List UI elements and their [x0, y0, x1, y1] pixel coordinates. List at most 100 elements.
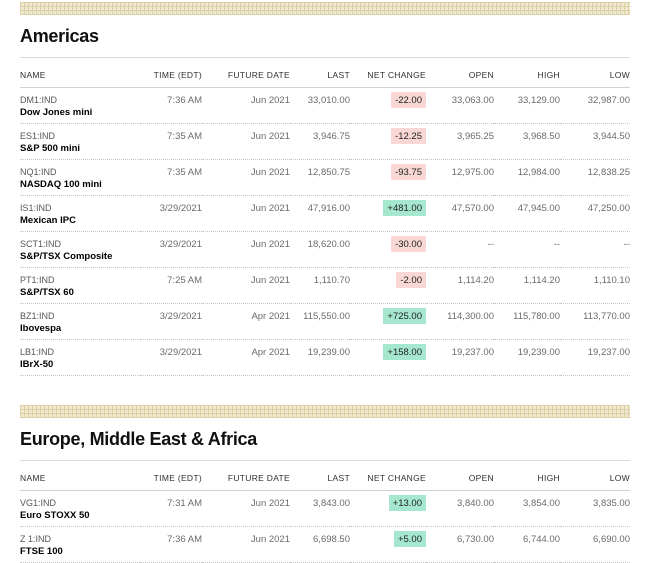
ticker-link[interactable]: SCT1:IND	[20, 239, 62, 249]
open-cell: --	[426, 231, 494, 268]
instrument-name-link[interactable]: Mexican IPC	[20, 215, 76, 226]
net-change-cell: +158.00	[350, 339, 426, 376]
low-cell: 3,835.00	[560, 490, 630, 527]
low-cell: 12,838.25	[560, 159, 630, 196]
future-date-cell: Jun 2021	[202, 267, 290, 304]
futures-row: SCT1:IND S&P/TSX Composite 3/29/2021 Jun…	[20, 231, 630, 268]
futures-row: DM1:IND Dow Jones mini 7:36 AM Jun 2021 …	[20, 87, 630, 124]
net-change-cell: -30.00	[350, 231, 426, 268]
instrument-name-link[interactable]: Euro STOXX 50	[20, 510, 90, 521]
futures-row: LB1:IND IBrX-50 3/29/2021 Apr 2021 19,23…	[20, 339, 630, 376]
future-date-cell: Apr 2021	[202, 303, 290, 340]
future-date-cell: Jun 2021	[202, 231, 290, 268]
net-change-cell: -12.25	[350, 123, 426, 160]
last-cell: 12,850.75	[290, 159, 350, 196]
col-header-net-change: NET CHANGE	[350, 58, 426, 88]
last-cell: 19,239.00	[290, 339, 350, 376]
name-cell: VG1:IND Euro STOXX 50	[20, 490, 140, 527]
net-change-badge: +158.00	[383, 344, 426, 360]
col-header-open: OPEN	[426, 58, 494, 88]
ad-placeholder-strip	[20, 2, 630, 15]
futures-row: IS1:IND Mexican IPC 3/29/2021 Jun 2021 4…	[20, 195, 630, 232]
last-cell: 3,843.00	[290, 490, 350, 527]
col-header-time: TIME (EDT)	[140, 461, 202, 491]
section-title-americas: Americas	[20, 26, 99, 46]
instrument-name-link[interactable]: Ibovespa	[20, 323, 62, 334]
time-cell: 3/29/2021	[140, 303, 202, 340]
title-divider	[20, 460, 630, 461]
open-cell: 1,114.20	[426, 267, 494, 304]
net-change-badge: -22.00	[391, 92, 426, 108]
net-change-badge: +725.00	[383, 308, 426, 324]
net-change-badge: -12.25	[391, 128, 426, 144]
last-cell: 33,010.00	[290, 87, 350, 124]
name-cell: SCT1:IND S&P/TSX Composite	[20, 231, 140, 268]
ticker-link[interactable]: BZ1:IND	[20, 311, 55, 321]
name-cell: DM1:IND Dow Jones mini	[20, 87, 140, 124]
future-date-cell: Jun 2021	[202, 123, 290, 160]
instrument-name-link[interactable]: NASDAQ 100 mini	[20, 179, 102, 190]
low-cell: 47,250.00	[560, 195, 630, 232]
ticker-link[interactable]: NQ1:IND	[20, 167, 57, 177]
futures-page: Americas NAME TIME (EDT) FUTURE DATE LAS…	[0, 2, 630, 563]
last-cell: 1,110.70	[290, 267, 350, 304]
col-header-time: TIME (EDT)	[140, 58, 202, 88]
col-header-high: HIGH	[494, 461, 560, 491]
open-cell: 3,840.00	[426, 490, 494, 527]
last-cell: 18,620.00	[290, 231, 350, 268]
open-cell: 19,237.00	[426, 339, 494, 376]
net-change-cell: +725.00	[350, 303, 426, 340]
instrument-name-link[interactable]: S&P 500 mini	[20, 143, 81, 154]
instrument-name-link[interactable]: FTSE 100	[20, 546, 63, 557]
low-cell: 19,237.00	[560, 339, 630, 376]
open-cell: 114,300.00	[426, 303, 494, 340]
col-header-low: LOW	[560, 58, 630, 88]
last-cell: 6,698.50	[290, 526, 350, 563]
net-change-cell: +13.00	[350, 490, 426, 527]
ticker-link[interactable]: ES1:IND	[20, 131, 56, 141]
future-date-cell: Jun 2021	[202, 490, 290, 527]
ticker-link[interactable]: IS1:IND	[20, 203, 52, 213]
instrument-name-link[interactable]: S&P/TSX 60	[20, 287, 74, 298]
open-cell: 6,730.00	[426, 526, 494, 563]
futures-row: VG1:IND Euro STOXX 50 7:31 AM Jun 2021 3…	[20, 490, 630, 527]
open-cell: 12,975.00	[426, 159, 494, 196]
net-change-badge: -2.00	[396, 272, 426, 288]
ticker-link[interactable]: VG1:IND	[20, 498, 57, 508]
futures-row: PT1:IND S&P/TSX 60 7:25 AM Jun 2021 1,11…	[20, 267, 630, 304]
future-date-cell: Jun 2021	[202, 159, 290, 196]
col-header-net-change: NET CHANGE	[350, 461, 426, 491]
low-cell: 113,770.00	[560, 303, 630, 340]
high-cell: 115,780.00	[494, 303, 560, 340]
ad-placeholder-strip	[20, 405, 630, 418]
col-header-last: LAST	[290, 461, 350, 491]
col-header-low: LOW	[560, 461, 630, 491]
section-americas: Americas NAME TIME (EDT) FUTURE DATE LAS…	[20, 2, 630, 376]
ticker-link[interactable]: PT1:IND	[20, 275, 55, 285]
instrument-name-link[interactable]: IBrX-50	[20, 359, 54, 370]
time-cell: 3/29/2021	[140, 195, 202, 232]
ticker-link[interactable]: DM1:IND	[20, 95, 58, 105]
high-cell: 3,968.50	[494, 123, 560, 160]
net-change-cell: +5.00	[350, 526, 426, 563]
futures-table-emea: NAME TIME (EDT) FUTURE DATE LAST NET CHA…	[20, 461, 630, 563]
ticker-link[interactable]: Z 1:IND	[20, 534, 52, 544]
high-cell: 19,239.00	[494, 339, 560, 376]
last-cell: 47,916.00	[290, 195, 350, 232]
instrument-name-link[interactable]: Dow Jones mini	[20, 107, 93, 118]
low-cell: 3,944.50	[560, 123, 630, 160]
table-header-row: NAME TIME (EDT) FUTURE DATE LAST NET CHA…	[20, 58, 630, 88]
futures-table-americas: NAME TIME (EDT) FUTURE DATE LAST NET CHA…	[20, 58, 630, 376]
name-cell: BZ1:IND Ibovespa	[20, 303, 140, 340]
name-cell: NQ1:IND NASDAQ 100 mini	[20, 159, 140, 196]
col-header-last: LAST	[290, 58, 350, 88]
table-header-row: NAME TIME (EDT) FUTURE DATE LAST NET CHA…	[20, 461, 630, 491]
net-change-badge: +481.00	[383, 200, 426, 216]
high-cell: --	[494, 231, 560, 268]
instrument-name-link[interactable]: S&P/TSX Composite	[20, 251, 113, 262]
futures-row: ES1:IND S&P 500 mini 7:35 AM Jun 2021 3,…	[20, 123, 630, 160]
futures-row: NQ1:IND NASDAQ 100 mini 7:35 AM Jun 2021…	[20, 159, 630, 196]
net-change-badge: +5.00	[393, 531, 426, 547]
ticker-link[interactable]: LB1:IND	[20, 347, 55, 357]
futures-row: BZ1:IND Ibovespa 3/29/2021 Apr 2021 115,…	[20, 303, 630, 340]
